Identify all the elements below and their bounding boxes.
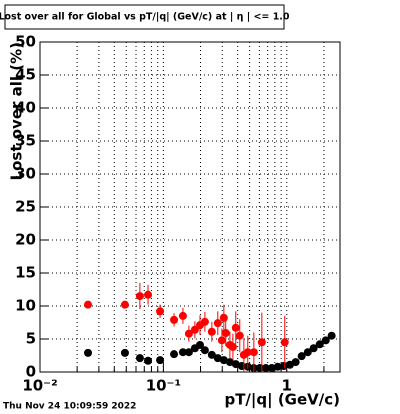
marker (291, 358, 300, 367)
marker (156, 307, 165, 316)
marker (327, 331, 336, 340)
x-tick-label: 10⁻² (22, 377, 57, 395)
marker (309, 344, 318, 353)
x-tick-label: 1 (282, 377, 292, 395)
y-tick-label: 40 (15, 99, 36, 117)
y-axis-label: Lost over all (%) (8, 42, 26, 180)
marker (144, 356, 153, 365)
marker (235, 331, 244, 340)
y-tick-label: 10 (15, 297, 36, 315)
y-tick-label: 0 (26, 363, 36, 381)
marker (273, 362, 282, 371)
y-tick-label: 30 (15, 165, 36, 183)
marker (207, 327, 216, 336)
marker (144, 290, 153, 299)
marker (84, 348, 93, 357)
marker (297, 352, 306, 361)
marker (184, 329, 193, 338)
marker (156, 356, 165, 365)
y-tick-label: 15 (15, 264, 36, 282)
y-tick-label: 20 (15, 231, 36, 249)
y-tick-label: 45 (15, 66, 36, 84)
marker (84, 300, 93, 309)
marker (213, 319, 222, 328)
marker (261, 364, 270, 373)
marker (219, 313, 228, 322)
x-tick-label: 10⁻¹ (146, 377, 181, 395)
marker (280, 338, 289, 347)
marker (217, 336, 226, 345)
marker (249, 348, 258, 357)
marker (321, 336, 330, 345)
y-tick-label: 5 (26, 330, 36, 348)
marker (207, 350, 216, 359)
marker (170, 315, 179, 324)
marker (243, 348, 252, 357)
x-axis-label: pT/|q| (GeV/c) (224, 391, 340, 410)
marker (190, 325, 199, 334)
chart-title: Lost over all for Global vs pT/|q| (GeV/… (0, 12, 290, 23)
marker (200, 317, 209, 326)
marker (178, 348, 187, 357)
marker (279, 362, 288, 371)
marker (184, 348, 193, 357)
marker (257, 338, 266, 347)
marker (135, 354, 144, 363)
title-box (4, 4, 285, 30)
plot-frame (39, 41, 341, 373)
marker (135, 292, 144, 301)
marker (303, 348, 312, 357)
timestamp: Thu Nov 24 10:09:59 2022 (3, 402, 136, 412)
marker (195, 340, 204, 349)
marker (231, 360, 240, 369)
y-tick-label: 35 (15, 132, 36, 150)
y-tick-label: 25 (15, 198, 36, 216)
marker (221, 329, 230, 338)
marker (200, 346, 209, 355)
marker (228, 342, 237, 351)
y-tick-label: 50 (15, 33, 36, 51)
marker (219, 356, 228, 365)
marker (170, 350, 179, 359)
marker (178, 311, 187, 320)
marker (267, 364, 276, 373)
marker (120, 348, 129, 357)
marker (213, 354, 222, 363)
marker (231, 323, 240, 332)
marker (315, 340, 324, 349)
marker (120, 300, 129, 309)
